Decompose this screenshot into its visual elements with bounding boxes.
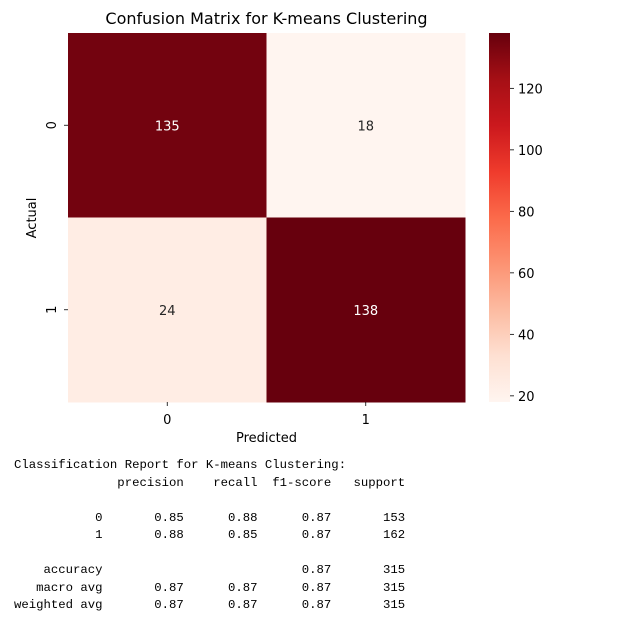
colorbar-tick-label: 40 [518,328,535,343]
x-tick-label: 0 [163,413,171,428]
heatmap-cells: 135 18 24 138 [68,33,466,403]
classification-report: Classification Report for K-means Cluste… [14,458,406,612]
cell-annotation: 24 [159,304,176,319]
x-tick-label: 1 [362,413,370,428]
colorbar-tick-label: 100 [518,144,543,159]
x-axis-label: Predicted [236,431,297,446]
confusion-matrix-chart: Confusion Matrix for K-means Clustering … [25,9,543,446]
chart-title: Confusion Matrix for K-means Clustering [105,9,427,28]
colorbar [489,33,510,402]
heatmap-cell [68,33,267,218]
cell-annotation: 18 [357,119,374,134]
y-tick-label: 0 [45,121,60,129]
y-tick-label: 1 [45,306,60,314]
cell-annotation: 135 [155,119,180,134]
y-axis-label: Actual [25,198,40,239]
colorbar-ticks: 20 40 60 80 100 120 [510,82,543,405]
colorbar-tick-label: 80 [518,205,535,220]
heatmap-cell [68,217,267,403]
colorbar-tick-label: 60 [518,267,535,282]
heatmap-cell [266,217,466,403]
y-axis-ticks: 01 [45,121,68,314]
heatmap-cell [266,33,466,218]
colorbar-tick-label: 120 [518,82,543,97]
colorbar-tick-label: 20 [518,390,535,405]
cell-annotation: 138 [353,304,378,319]
